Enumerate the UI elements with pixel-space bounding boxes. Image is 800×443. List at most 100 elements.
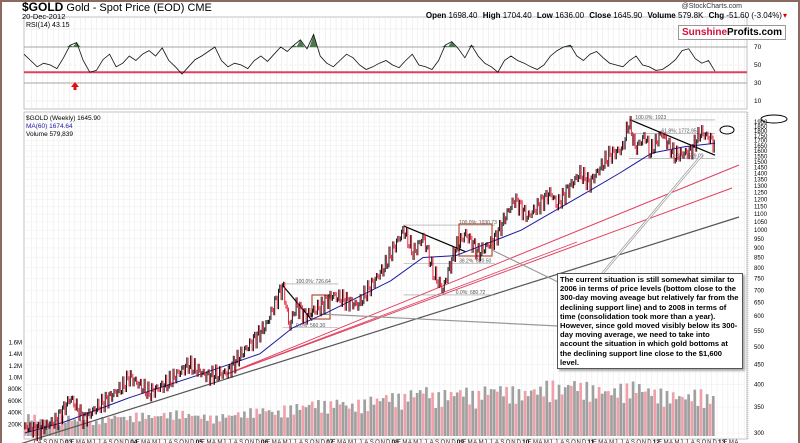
volume-bar	[489, 389, 493, 436]
volume-bar	[209, 415, 212, 436]
volume-bar	[298, 409, 302, 436]
volume-bar	[634, 392, 638, 436]
x-tick-month: D	[713, 440, 718, 443]
x-tick-month: N	[577, 440, 581, 443]
volume-bar	[455, 392, 459, 436]
down-arrow-icon: ▾	[782, 11, 787, 20]
x-tick-month: F	[593, 440, 597, 443]
price-tick-label: 1450	[754, 166, 768, 172]
x-tick-month: J	[158, 440, 161, 443]
x-tick-month: A	[81, 440, 85, 443]
volume-tick-label: 200K	[8, 422, 22, 428]
x-tick-month: D	[451, 440, 456, 443]
volume-bar	[273, 414, 277, 436]
credit: @StockCharts.com	[681, 3, 742, 10]
x-tick-year: 12	[653, 439, 661, 443]
x-tick-month: O	[310, 440, 315, 443]
volume-bar	[153, 416, 157, 436]
volume-bar	[588, 401, 592, 436]
volume-bar	[61, 415, 64, 436]
volume-bar	[520, 400, 524, 436]
volume-bar	[511, 386, 515, 436]
x-tick-month: M	[272, 440, 277, 443]
x-tick-month: S	[696, 440, 700, 443]
x-tick-month: J	[32, 440, 35, 443]
volume-bar	[54, 420, 58, 436]
volume-tick-label: 1.6M	[9, 340, 22, 346]
volume-bar	[610, 395, 613, 436]
x-tick-month: A	[604, 440, 608, 443]
volume-bar	[641, 391, 644, 436]
x-tick-year: 03	[65, 439, 73, 443]
volume-bar	[144, 418, 148, 436]
volume-bar	[276, 410, 280, 436]
volume-bar	[539, 386, 542, 436]
x-tick-month: M	[348, 440, 353, 443]
volume-bar	[391, 393, 394, 436]
x-tick-month: S	[239, 440, 243, 443]
volume-bar	[449, 391, 453, 436]
volume-bar	[286, 417, 289, 436]
x-tick-month: F	[528, 440, 532, 443]
x-tick-month: J	[680, 440, 683, 443]
x-tick-month: M	[674, 440, 679, 443]
volume-bar	[202, 414, 206, 436]
x-tick-month: J	[549, 440, 552, 443]
volume-bar	[443, 389, 447, 436]
x-tick-month: N	[54, 440, 58, 443]
x-tick-month: J	[92, 440, 95, 443]
volume-bar	[267, 410, 271, 436]
price-tick-label: 1200	[754, 197, 768, 203]
volume-bar	[289, 405, 292, 436]
volume-bar	[681, 396, 684, 436]
volume-bar	[107, 417, 110, 436]
volume-bar	[690, 401, 694, 436]
volume-bar	[668, 403, 672, 436]
volume-bar	[67, 415, 70, 436]
price-tick-label: 1050	[754, 220, 768, 226]
x-tick-month: J	[555, 440, 558, 443]
volume-bar	[323, 400, 326, 436]
legend-price: $GOLD (Weekly) 1645.90	[26, 115, 101, 122]
volume-bar	[400, 409, 404, 436]
x-tick-year: 04	[130, 439, 138, 443]
logo-part-1: Sunshine	[682, 27, 728, 38]
x-tick-month: M	[76, 440, 81, 443]
volume-bar	[270, 411, 274, 436]
volume-bar	[576, 391, 579, 436]
x-tick-month: N	[381, 440, 385, 443]
x-tick-month: F	[70, 440, 74, 443]
volume-bar	[656, 403, 660, 436]
x-tick-month: A	[212, 440, 216, 443]
x-tick-year: 08	[392, 439, 400, 443]
x-tick-month: A	[38, 440, 42, 443]
volume-bar	[597, 387, 601, 436]
volume-bar	[711, 395, 715, 436]
x-tick-month: O	[506, 440, 511, 443]
x-tick-month: D	[60, 440, 65, 443]
x-tick-month: M	[87, 440, 92, 443]
fibonacci-label: 100.0%: 1923	[635, 115, 666, 121]
fibonacci-label: 61.8%: 1772.95	[661, 129, 696, 135]
volume-bar	[227, 415, 231, 436]
x-tick-year: 10	[522, 439, 530, 443]
x-tick-month: O	[49, 440, 54, 443]
open-label: Open	[425, 11, 447, 20]
volume-bar	[125, 420, 129, 436]
volume-bar	[653, 389, 657, 436]
volume-bar	[243, 411, 246, 436]
volume-bar	[573, 381, 576, 436]
callout-leader	[491, 249, 559, 283]
x-tick-month: S	[631, 440, 635, 443]
volume-tick-label: 400K	[8, 411, 22, 417]
price-tick-label: 450	[754, 363, 765, 369]
x-tick-month: F	[397, 440, 401, 443]
price-tick-label: 800	[754, 266, 765, 272]
price-tick-label: 1550	[754, 154, 768, 160]
rsi-tick-label: 30	[754, 80, 762, 87]
volume-bar	[338, 404, 342, 436]
volume-bar	[533, 389, 536, 436]
x-tick-month: A	[364, 440, 368, 443]
x-tick-month: M	[544, 440, 549, 443]
